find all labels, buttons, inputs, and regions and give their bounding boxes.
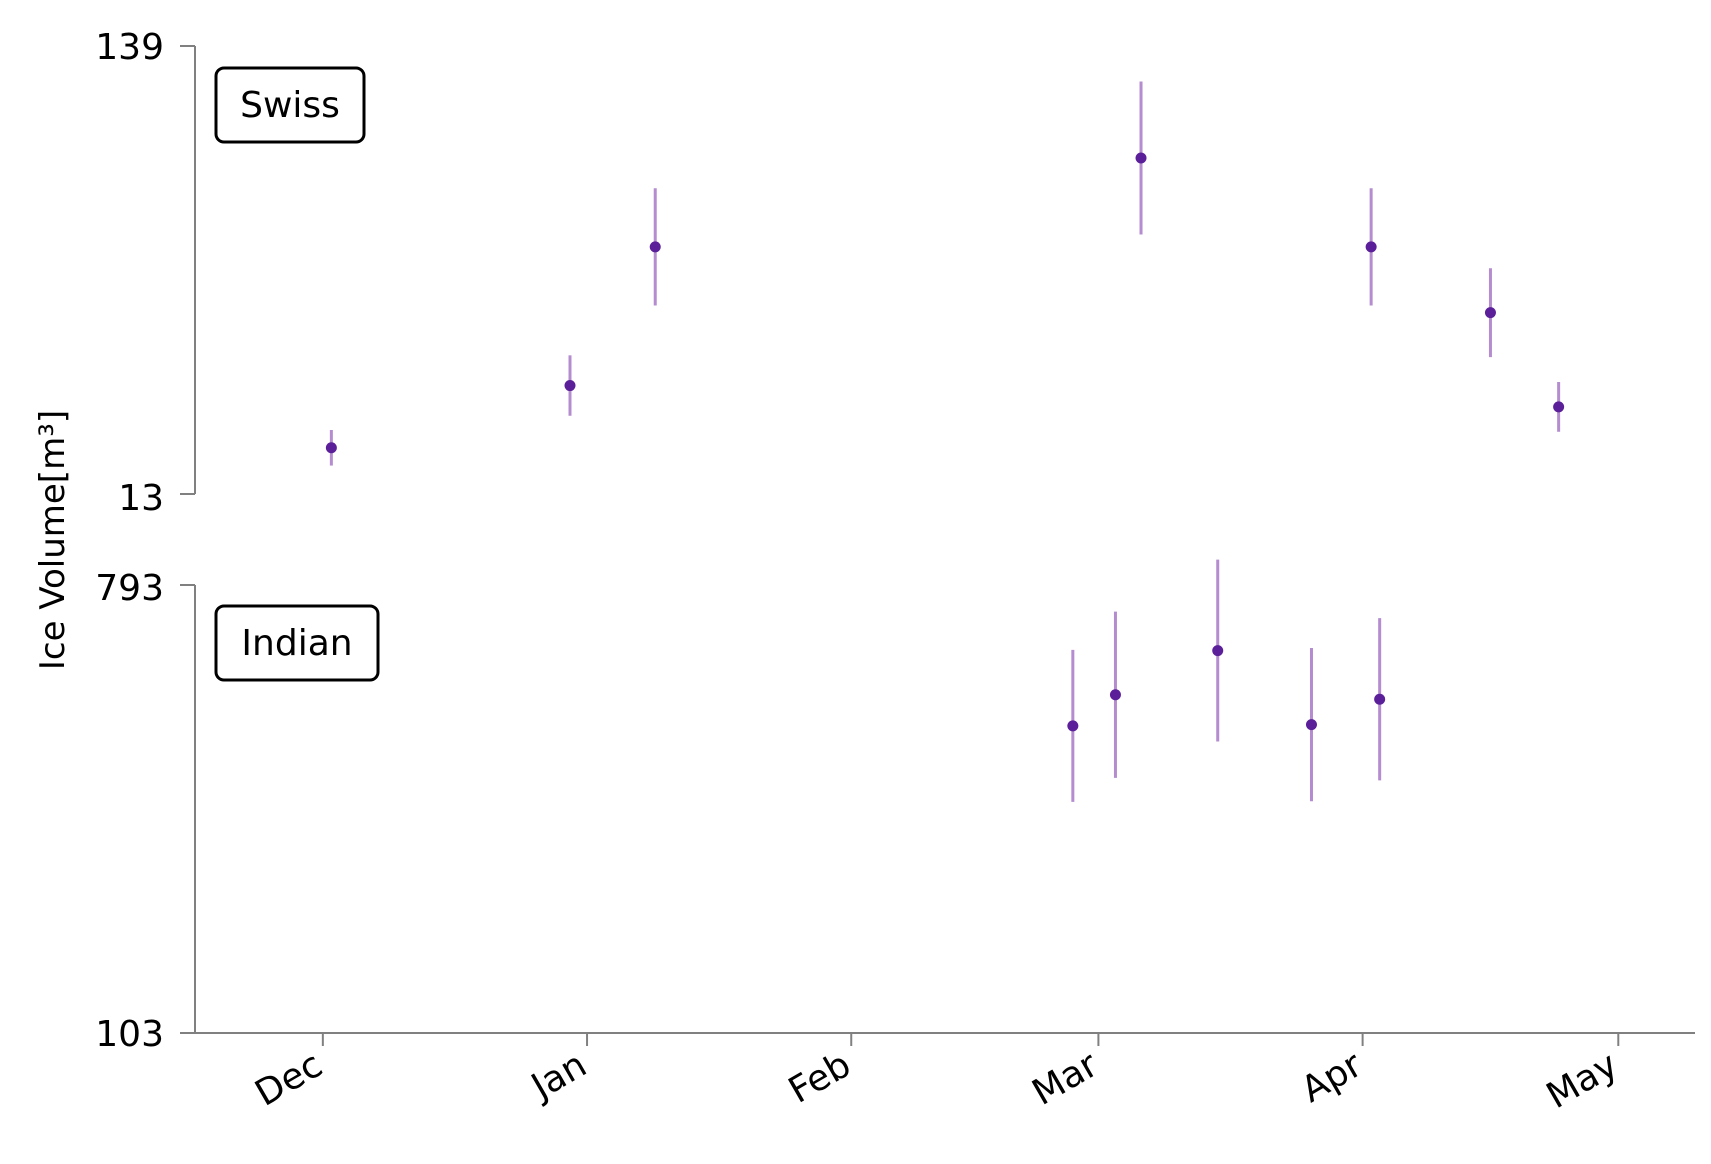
indian-ytick-top-label: 793 [95, 568, 164, 609]
data-marks [325, 81, 1565, 802]
indian-point-3 [1305, 719, 1317, 731]
indian-panel-label: Indian [241, 623, 352, 664]
swiss-ytick-bottom-label: 13 [118, 478, 164, 519]
swiss-panel-label: Swiss [240, 85, 340, 126]
indian-ytick-bottom-label: 103 [95, 1014, 164, 1055]
indian-panel-label-box [214, 604, 380, 682]
swiss-point-1 [564, 380, 576, 392]
indian-point-1 [1109, 689, 1121, 701]
swiss-point-5 [1484, 307, 1496, 319]
swiss-point-4 [1365, 241, 1377, 253]
xtick-label-apr: Apr [1295, 1044, 1370, 1111]
swiss-point-0 [325, 442, 337, 454]
swiss-panel-label-box [214, 66, 366, 144]
x-ticks: Dec Jan Feb Mar Apr May [249, 1033, 1625, 1117]
xtick-label-feb: Feb [782, 1044, 858, 1111]
xtick-label-may: May [1540, 1044, 1625, 1117]
indian-point-0 [1067, 720, 1079, 732]
y-axis-label: Ice Volume[m³] [33, 410, 73, 670]
xtick-label-jan: Jan [523, 1044, 593, 1108]
swiss-point-6 [1553, 401, 1565, 413]
swiss-point-3 [1135, 152, 1147, 164]
xtick-label-mar: Mar [1026, 1044, 1105, 1114]
swiss-point-2 [649, 241, 661, 253]
indian-point-4 [1374, 693, 1386, 705]
indian-point-2 [1212, 645, 1224, 657]
xtick-label-dec: Dec [249, 1044, 330, 1114]
swiss-ytick-top-label: 139 [95, 27, 164, 68]
